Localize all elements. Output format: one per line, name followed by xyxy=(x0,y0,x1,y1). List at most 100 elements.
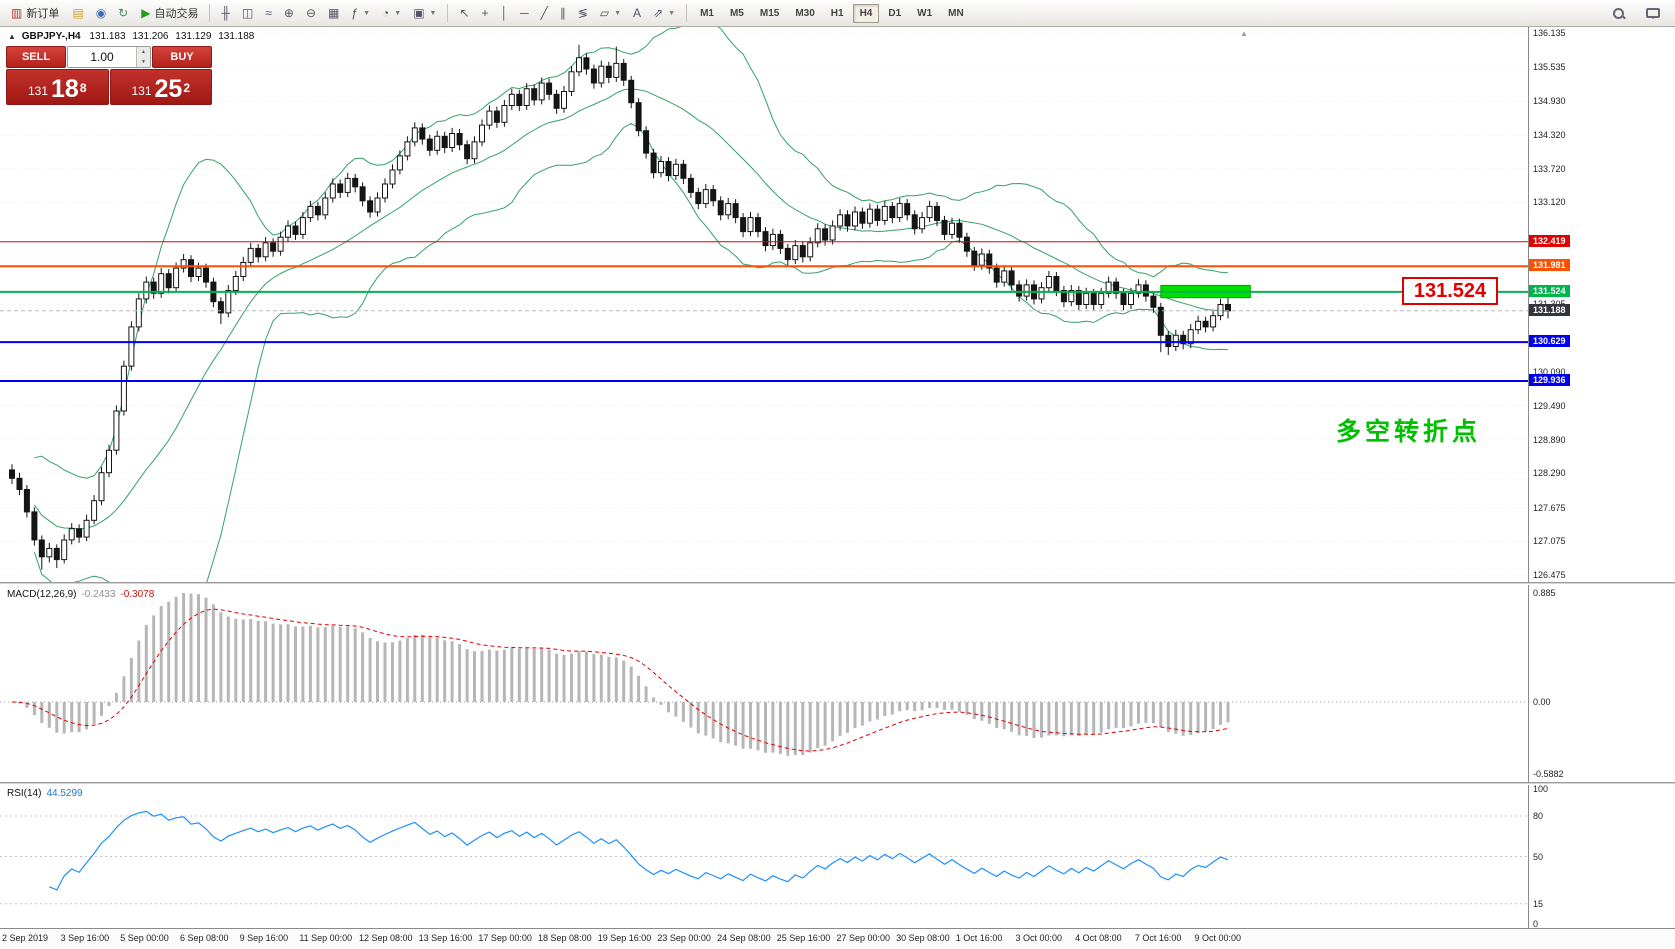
rsi-scale-label: 80 xyxy=(1533,811,1544,821)
symbol-name: GBPJPY-,H4 xyxy=(21,31,81,42)
timeframe-h4-button[interactable]: H4 xyxy=(852,4,880,23)
text-icon: A xyxy=(633,6,642,20)
bollinger-lower-band[interactable] xyxy=(33,122,1229,582)
zoom-in-button[interactable]: ⊕ xyxy=(278,3,300,24)
chevron-down-icon: ▼ xyxy=(614,9,622,17)
price-scale-label: 127.675 xyxy=(1533,503,1566,513)
timeframe-h1-button[interactable]: H1 xyxy=(824,4,851,23)
price-callout-131524[interactable]: 131.524 xyxy=(1402,277,1498,305)
zoom-out-button[interactable]: ⊖ xyxy=(300,3,322,24)
bid-point: 8 xyxy=(79,81,87,95)
price-scale-label: 133.720 xyxy=(1533,164,1566,174)
price-scale-label: 135.535 xyxy=(1533,62,1566,72)
one-click-collapse-arrow[interactable]: ▲ xyxy=(8,32,16,41)
zoom-out-icon: ⊖ xyxy=(305,6,317,20)
tile-windows-button[interactable]: ▦ xyxy=(322,3,345,24)
bid-base: 131 xyxy=(27,84,49,98)
new-chart-icon: ▤ xyxy=(72,6,84,20)
line-chart-icon: ≈ xyxy=(265,6,272,20)
equidistant-channel-button[interactable]: ∥ xyxy=(554,3,572,24)
new-order-button[interactable]: ▥ 新订单 xyxy=(5,3,65,24)
new-chart-button[interactable]: ▤ xyxy=(66,3,89,24)
sell-price[interactable]: 131 18 8 xyxy=(6,69,109,105)
templates-icon: ▣ xyxy=(413,6,425,20)
price-scale-label: 129.490 xyxy=(1533,401,1566,411)
current-price-tag: 131.188 xyxy=(1529,304,1570,316)
price-tag-131.524: 131.524 xyxy=(1529,285,1570,297)
cursor-button[interactable]: ↖ xyxy=(453,3,475,24)
timeframe-m1-button[interactable]: M1 xyxy=(693,4,721,23)
bar-chart-button[interactable]: ╫ xyxy=(215,3,236,24)
arrow-tools-button[interactable]: ⇗ ▼ xyxy=(647,3,681,24)
time-axis-label: 4 Oct 08:00 xyxy=(1075,933,1122,943)
cursor-icon: ↖ xyxy=(459,6,470,20)
sell-button[interactable]: SELL xyxy=(6,46,66,68)
volume-increase-button[interactable]: ▲ xyxy=(137,47,150,57)
templates-button[interactable]: ▣ ▼ xyxy=(407,3,442,24)
timeframe-w1-button[interactable]: W1 xyxy=(910,4,939,23)
indicators-button[interactable]: ƒ ▼ xyxy=(345,3,376,24)
timeframe-m30-button[interactable]: M30 xyxy=(788,4,821,23)
profiles-button[interactable]: ◉ xyxy=(90,3,112,24)
chevron-down-icon: ▼ xyxy=(394,9,402,17)
trendline-button[interactable]: ╱ xyxy=(535,3,554,24)
volume-field: ▲ ▼ xyxy=(67,46,151,68)
search-icon xyxy=(1611,6,1626,21)
time-axis-label: 18 Sep 08:00 xyxy=(538,933,592,943)
time-axis-label: 3 Sep 16:00 xyxy=(60,933,110,943)
fibonacci-button[interactable]: ≶ xyxy=(572,3,594,24)
search-button[interactable] xyxy=(1605,3,1632,24)
time-axis-label: 24 Sep 08:00 xyxy=(717,933,771,943)
timeframe-d1-button[interactable]: D1 xyxy=(881,4,908,23)
time-axis-label: 6 Sep 08:00 xyxy=(179,933,229,943)
buy-price[interactable]: 131 25 2 xyxy=(109,69,212,105)
vertical-line-button[interactable]: │ xyxy=(495,3,515,24)
price-chart-canvas[interactable] xyxy=(0,27,1528,582)
periods-button[interactable]: ◔ ▼ xyxy=(376,3,407,24)
time-axis-label: 23 Sep 00:00 xyxy=(657,933,711,943)
volume-decrease-button[interactable]: ▼ xyxy=(137,57,150,67)
bollinger-upper-band[interactable] xyxy=(34,27,1229,479)
candlestick-chart-button[interactable]: ◫ xyxy=(236,3,259,24)
time-axis-label: 17 Sep 00:00 xyxy=(478,933,532,943)
macd-panel-canvas[interactable] xyxy=(0,585,1528,782)
community-chat-button[interactable] xyxy=(1640,3,1666,24)
macd-scale-label: -0.5882 xyxy=(1533,769,1564,779)
macd-splitter[interactable] xyxy=(0,582,1675,585)
rsi-splitter[interactable] xyxy=(0,782,1675,785)
rsi-panel-canvas[interactable] xyxy=(0,785,1528,928)
rsi-name: RSI(14) xyxy=(7,788,42,799)
line-chart-button[interactable]: ≈ xyxy=(259,3,278,24)
time-axis-label: 25 Sep 16:00 xyxy=(776,933,831,943)
chart-shift-marker[interactable]: ▲ xyxy=(1240,29,1248,38)
volume-input[interactable] xyxy=(68,47,136,67)
play-icon: ▶ xyxy=(141,6,151,20)
shapes-button[interactable]: ▱ ▼ xyxy=(594,3,627,24)
bollinger-middle-band[interactable] xyxy=(33,88,1229,530)
buy-button[interactable]: BUY xyxy=(152,46,212,68)
time-axis-label: 19 Sep 16:00 xyxy=(597,933,652,943)
symbol-info: ▲ GBPJPY-,H4 131.183 131.206 131.129 131… xyxy=(8,31,258,42)
time-axis-label: 30 Sep 08:00 xyxy=(896,933,950,943)
time-axis-label: 9 Oct 00:00 xyxy=(1194,933,1242,943)
price-scale-label: 126.475 xyxy=(1533,570,1566,580)
autotrading-button[interactable]: ▶ 自动交易 xyxy=(135,3,204,24)
timeframe-m15-button[interactable]: M15 xyxy=(753,4,786,23)
time-axis[interactable]: 2 Sep 2019 3 Sep 16:00 5 Sep 00:00 6 Sep 08… xyxy=(0,928,1675,949)
toolbar-separator xyxy=(686,4,688,22)
ask-point: 2 xyxy=(183,81,191,95)
text-button[interactable]: A xyxy=(627,3,647,24)
macd-name: MACD(12,26,9) xyxy=(7,589,77,600)
rsi-label: RSI(14) 44.5299 xyxy=(7,788,83,799)
horizontal-line-button[interactable]: ─ xyxy=(514,3,535,24)
crosshair-button[interactable]: + xyxy=(476,3,495,24)
price-scale-label: 134.930 xyxy=(1533,96,1566,106)
timeframe-mn-button[interactable]: MN xyxy=(941,4,971,23)
timeframe-m5-button[interactable]: M5 xyxy=(723,4,751,23)
time-axis-label: 1 Oct 16:00 xyxy=(955,933,1003,943)
rsi-scale-label: 15 xyxy=(1533,899,1544,909)
chevron-down-icon: ▼ xyxy=(363,9,371,17)
refresh-button[interactable]: ↻ xyxy=(112,3,134,24)
price-scale-label: 130.090 xyxy=(1533,367,1566,377)
indicators-icon: ƒ xyxy=(351,6,359,20)
